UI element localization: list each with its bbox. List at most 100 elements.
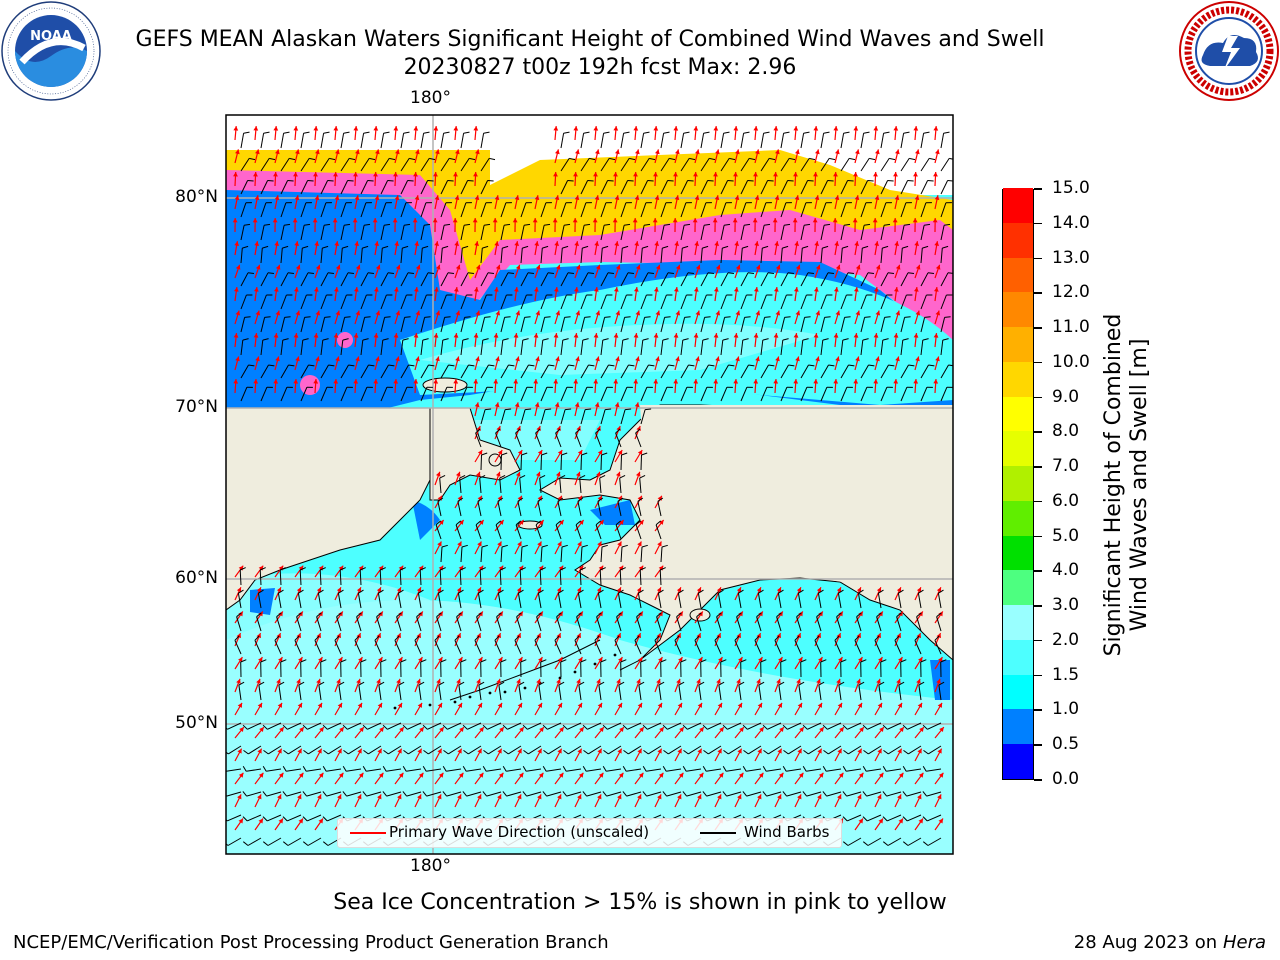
- vector-glyph: [293, 378, 313, 402]
- vector-glyph: [842, 748, 863, 772]
- vector-glyph: [494, 519, 505, 540]
- vector-glyph: [574, 471, 586, 494]
- vector-glyph: [674, 632, 682, 655]
- vector-glyph: [374, 195, 392, 218]
- vector-glyph: [754, 264, 775, 287]
- vector-glyph: [314, 632, 322, 655]
- vector-glyph: [314, 264, 335, 287]
- vector-glyph: [913, 378, 933, 402]
- vector-glyph: [234, 565, 246, 586]
- vector-glyph: [922, 748, 943, 772]
- vector-glyph: [474, 471, 486, 494]
- vector-glyph: [282, 794, 302, 822]
- colorbar-tick-label: 10.0: [1052, 351, 1090, 372]
- vector-glyph: [343, 726, 365, 755]
- land-wrangel-island: [422, 377, 468, 393]
- vector-glyph: [354, 587, 364, 609]
- lat-label-80n: 80°N: [175, 187, 218, 207]
- vector-glyph: [713, 126, 730, 149]
- vector-glyph: [454, 678, 465, 701]
- vector-glyph: [534, 449, 548, 471]
- vector-glyph: [593, 126, 610, 149]
- vector-glyph: [714, 241, 729, 264]
- vector-glyph: [474, 287, 493, 310]
- vector-glyph: [614, 495, 624, 517]
- vector-glyph: [322, 748, 343, 772]
- vector-glyph: [794, 678, 805, 701]
- vector-glyph: [774, 356, 795, 379]
- vector-glyph: [574, 402, 592, 425]
- vector-glyph: [514, 611, 524, 632]
- vector-glyph: [812, 217, 831, 241]
- vector-glyph: [334, 356, 355, 379]
- vector-glyph: [894, 678, 905, 701]
- vector-glyph: [893, 126, 910, 149]
- colorbar-tick: [1034, 535, 1042, 538]
- vector-glyph: [294, 241, 309, 264]
- vector-glyph: [894, 149, 916, 172]
- vector-glyph: [333, 126, 350, 149]
- vector-glyph: [534, 471, 546, 494]
- colorbar-segment: [1003, 326, 1033, 362]
- vector-glyph: [614, 632, 622, 655]
- vector-glyph: [922, 772, 944, 797]
- vector-glyph: [642, 772, 664, 797]
- vector-glyph: [554, 678, 565, 701]
- vector-glyph: [742, 772, 764, 797]
- vector-glyph: [442, 748, 463, 772]
- vector-glyph: [454, 471, 466, 494]
- vector-glyph: [923, 726, 945, 755]
- vector-glyph: [834, 287, 853, 310]
- vector-glyph: [594, 471, 606, 494]
- vector-glyph: [234, 195, 252, 218]
- vector-glyph: [894, 287, 913, 310]
- colorbar-segment: [1003, 639, 1033, 675]
- vector-glyph: [312, 217, 331, 241]
- vector-glyph: [494, 632, 502, 655]
- vector-glyph: [714, 678, 725, 701]
- colorbar-tick: [1034, 674, 1042, 677]
- vector-glyph: [593, 333, 609, 356]
- vector-glyph: [654, 195, 672, 218]
- vector-glyph: [534, 587, 544, 609]
- vector-glyph: [474, 541, 488, 563]
- vector-glyph: [252, 217, 271, 241]
- vector-glyph: [774, 264, 795, 287]
- vector-glyph: [694, 195, 712, 218]
- vector-glyph: [514, 678, 525, 701]
- colorbar-segment: [1003, 430, 1033, 467]
- chart-title: GEFS MEAN Alaskan Waters Significant Hei…: [135, 27, 1045, 52]
- vector-glyph: [334, 241, 349, 264]
- vector-glyph: [753, 378, 773, 402]
- vector-glyph: [554, 449, 568, 471]
- vector-glyph: [254, 632, 262, 655]
- vector-glyph: [834, 356, 855, 379]
- vector-glyph: [654, 587, 664, 609]
- vector-glyph: [634, 611, 644, 632]
- vector-glyph: [314, 241, 329, 264]
- vector-glyph: [914, 632, 922, 655]
- vector-glyph: [454, 565, 466, 586]
- vector-glyph: [493, 333, 509, 356]
- vector-glyph: [574, 656, 587, 678]
- vector-glyph: [602, 772, 624, 797]
- vector-glyph: [513, 378, 533, 402]
- vector-glyph: [434, 356, 455, 379]
- vector-glyph: [834, 656, 847, 678]
- vector-glyph: [694, 264, 715, 287]
- vector-glyph: [242, 748, 263, 772]
- vector-glyph: [862, 794, 882, 822]
- vector-glyph: [882, 772, 904, 797]
- vector-glyph: [512, 217, 531, 241]
- vector-glyph: [574, 565, 586, 586]
- vector-glyph: [654, 632, 662, 655]
- vector-glyph: [234, 587, 244, 609]
- vector-glyph: [553, 171, 574, 195]
- vector-glyph: [314, 656, 327, 678]
- vector-glyph: [274, 678, 285, 701]
- vector-glyph: [334, 678, 345, 701]
- vector-glyph: [794, 611, 804, 632]
- vector-glyph: [433, 378, 453, 402]
- colorbar-segment: [1003, 222, 1033, 258]
- vector-glyph: [733, 333, 749, 356]
